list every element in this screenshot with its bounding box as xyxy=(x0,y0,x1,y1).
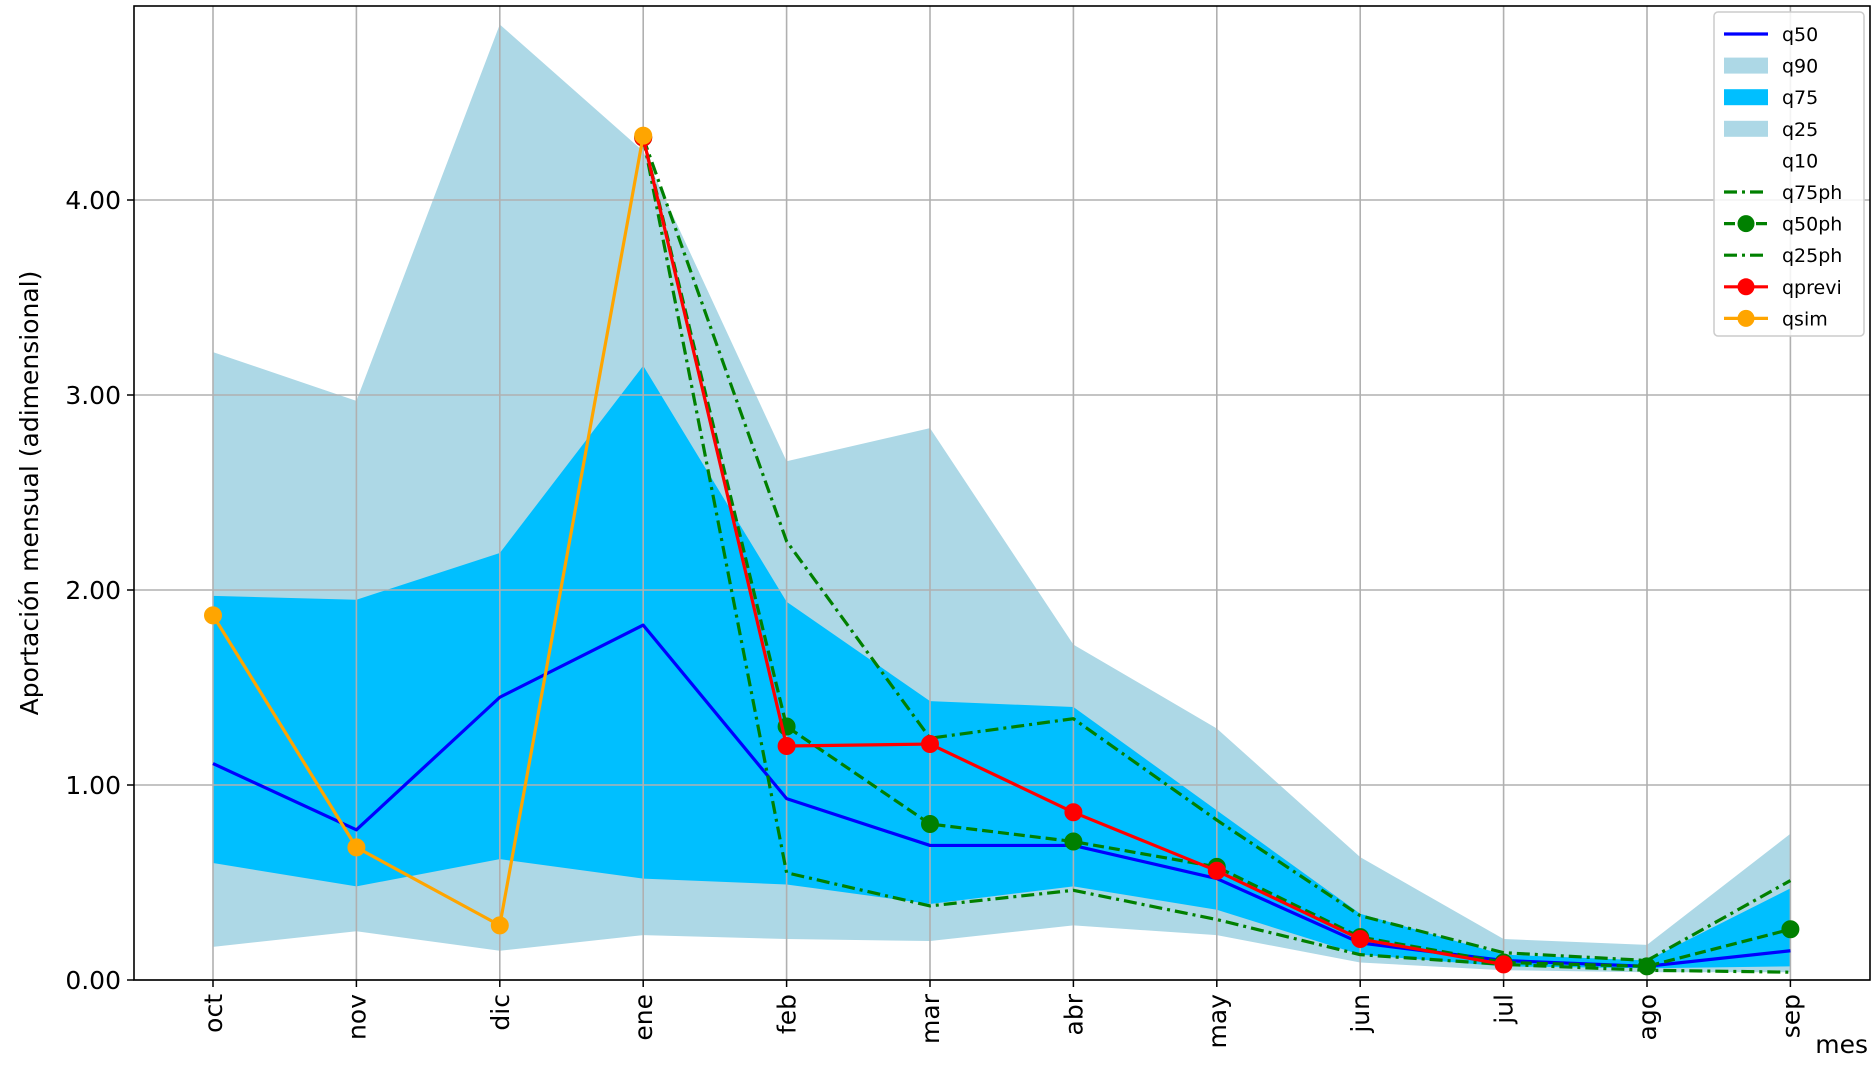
band-q10 xyxy=(213,925,1791,980)
series-qprevi-point xyxy=(1207,861,1226,880)
legend-label-qsim: qsim xyxy=(1782,308,1828,330)
y-tick-label: 2.00 xyxy=(65,576,121,605)
legend-label-q90: q90 xyxy=(1782,56,1818,78)
legend-label-q75: q75 xyxy=(1782,87,1818,109)
y-tick-label: 3.00 xyxy=(65,381,121,410)
legend-label-q50: q50 xyxy=(1782,24,1818,46)
y-tick-label: 1.00 xyxy=(65,771,121,800)
series-q50ph-point xyxy=(1064,832,1083,851)
series-q25ph-line xyxy=(641,137,1791,974)
series-q50ph-line xyxy=(641,137,1791,968)
series-layer xyxy=(204,126,1800,976)
series-q50-line xyxy=(212,623,1791,968)
x-tick-label: nov xyxy=(342,994,371,1040)
x-tick-label: mar xyxy=(916,993,945,1044)
x-tick-label: abr xyxy=(1059,993,1088,1035)
x-tick-label: oct xyxy=(199,994,228,1033)
series-qsim-point xyxy=(490,916,509,935)
legend-marker-qprevi xyxy=(1737,278,1755,296)
legend-marker-qsim xyxy=(1737,309,1755,327)
x-axis-title: mes xyxy=(1815,1030,1868,1059)
series-qsim-line xyxy=(211,135,645,928)
legend-swatch-q90 xyxy=(1724,57,1768,74)
series-q50ph-point xyxy=(1638,957,1656,976)
legend-label-qprevi: qprevi xyxy=(1782,277,1842,299)
x-tick-label: sep xyxy=(1776,994,1805,1038)
band-q75 xyxy=(213,365,1791,980)
series-qprevi-point xyxy=(921,735,939,754)
legend-swatch-q75 xyxy=(1724,89,1768,106)
x-tick-label: jul xyxy=(1490,994,1519,1025)
legend-marker-q50ph xyxy=(1737,215,1755,233)
legend-label-q25ph: q25ph xyxy=(1782,245,1842,267)
y-tick-label: 0.00 xyxy=(65,966,121,995)
x-tick-label: ene xyxy=(629,994,658,1041)
legend-label-q50ph: q50ph xyxy=(1782,214,1842,236)
ticks-layer: 0.00 1.00 2.00 3.00 4.00 oct nov dic ene feb mar ab… xyxy=(65,186,1805,1048)
legend-label-q25: q25 xyxy=(1782,119,1818,141)
legend: q50 q90 q75 q25 q10 q75ph q50ph q25ph qprevi qsim xyxy=(1713,11,1865,337)
legend-label-q10: q10 xyxy=(1782,150,1818,172)
series-qprevi-point xyxy=(777,737,796,755)
x-tick-label: may xyxy=(1203,994,1232,1049)
y-tick-label: 4.00 xyxy=(65,186,121,215)
y-axis-title: Aportación mensual (adimensional) xyxy=(15,271,44,716)
series-qsim-point xyxy=(204,606,222,625)
series-qsim-point xyxy=(347,838,366,857)
series-q50ph-point xyxy=(1781,920,1800,939)
series-qsim-point xyxy=(634,126,653,145)
legend-swatch-q25 xyxy=(1724,120,1768,137)
series-qprevi-point xyxy=(1494,955,1513,974)
bands-layer xyxy=(213,24,1791,980)
legend-label-q75ph: q75ph xyxy=(1782,182,1842,204)
x-tick-label: ago xyxy=(1633,994,1662,1040)
x-tick-label: feb xyxy=(773,994,802,1034)
legend-swatch-q10 xyxy=(1724,152,1768,169)
x-tick-label: dic xyxy=(486,994,515,1031)
x-tick-label: jun xyxy=(1346,994,1375,1034)
series-q75ph-line xyxy=(641,137,1792,963)
series-qprevi-point xyxy=(1351,930,1370,949)
series-q50ph-point xyxy=(921,815,939,833)
series-qprevi-point xyxy=(1064,803,1083,822)
plot-frame xyxy=(133,5,1871,981)
